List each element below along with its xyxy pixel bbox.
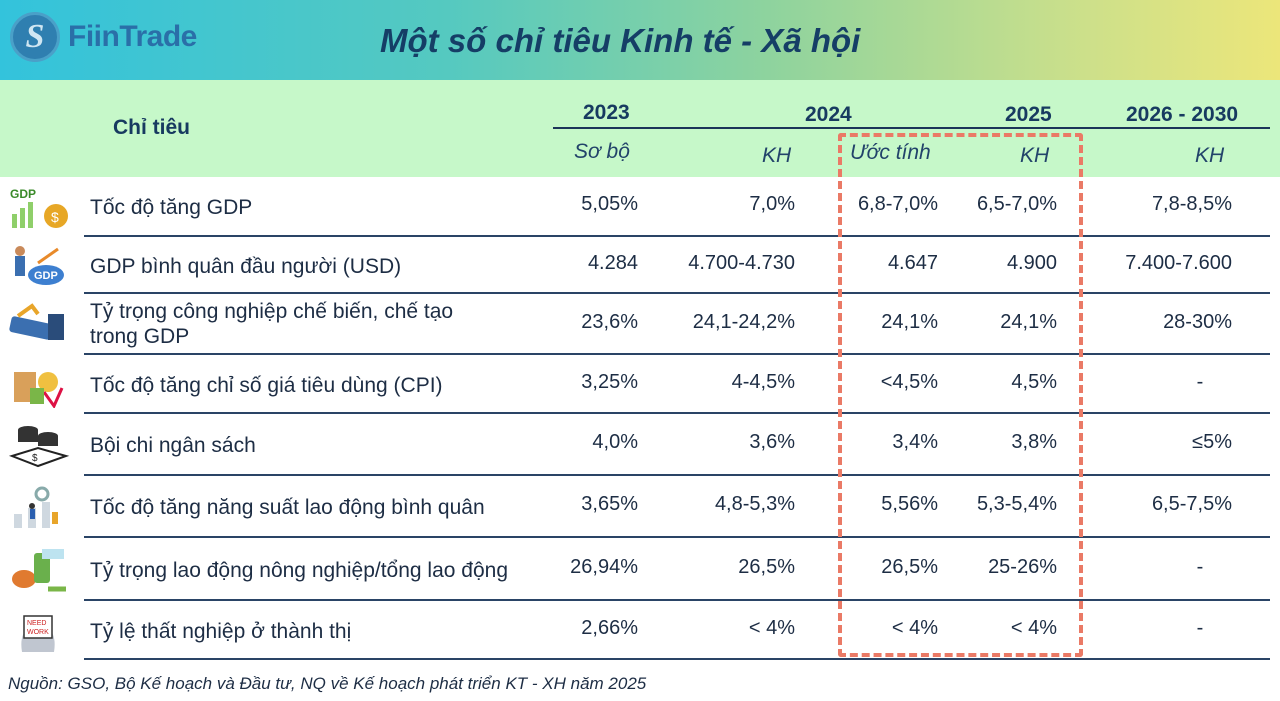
table-row: Tốc độ tăng năng suất lao động bình quân… xyxy=(0,476,1280,538)
svg-text:WORK: WORK xyxy=(27,629,49,636)
row-divider xyxy=(84,658,1270,660)
gdp-per-capita-icon: GDP xyxy=(8,243,70,289)
value-2024-estimate: < 4% xyxy=(891,616,938,639)
svg-text:NEED: NEED xyxy=(27,620,46,627)
value-2024-kh: < 4% xyxy=(748,616,795,639)
svg-text:GDP: GDP xyxy=(10,187,36,201)
value-2026-2030: - xyxy=(1196,370,1204,393)
table-row: Tỷ trọng công nghiệp chế biến, chế tạo t… xyxy=(0,294,1280,355)
value-2024-kh: 4-4,5% xyxy=(731,370,795,393)
table-row: Tốc độ tăng chỉ số giá tiêu dùng (CPI) 3,… xyxy=(0,355,1280,414)
indicator-label: Tốc độ tăng năng suất lao động bình quân xyxy=(90,496,485,519)
value-2025-kh: 4,5% xyxy=(1011,370,1057,393)
table-row: GDP $ Tốc độ tăng GDP 5,05% 7,0% 6,8-7,0% 6,5-… xyxy=(0,177,1280,237)
logo-icon: S xyxy=(10,12,60,62)
header-2025: 2025 xyxy=(1005,103,1052,126)
gdp-growth-icon: GDP $ xyxy=(8,184,70,230)
value-2025-kh: 6,5-7,0% xyxy=(976,193,1057,215)
value-2024-estimate: 26,5% xyxy=(881,555,938,578)
value-2026-2030: 7.400-7.600 xyxy=(1125,251,1232,274)
value-2024-estimate: 24,1% xyxy=(881,310,938,333)
indicator-label: Tốc độ tăng chỉ số giá tiêu dùng (CPI) xyxy=(90,373,443,397)
sub-2023: Sơ bộ xyxy=(574,140,630,163)
value-2024-kh: 3,6% xyxy=(749,431,795,453)
value-2023: 4,0% xyxy=(592,431,638,453)
table-row: NEED WORK Tỷ lệ thất nghiệp ở thành thị 2,6… xyxy=(0,601,1280,660)
page-title: Một số chỉ tiêu Kinh tế - Xã hội xyxy=(380,22,861,59)
table-row: $ Bội chi ngân sách 4,0% 3,6% 3,4% 3,8% ≤5% xyxy=(0,414,1280,476)
row-divider xyxy=(84,235,1270,237)
indicator-label: Tốc độ tăng GDP xyxy=(90,196,253,219)
value-2025-kh: < 4% xyxy=(1010,616,1057,639)
value-2024-estimate: 6,8-7,0% xyxy=(857,193,938,215)
agriculture-icon xyxy=(8,547,70,593)
indicator-label: Tỷ trọng công nghiệp chế biến, chế tạo t… xyxy=(90,299,454,348)
highlight-box xyxy=(838,133,1083,657)
value-2023: 26,94% xyxy=(570,555,638,578)
value-2024-estimate: 3,4% xyxy=(892,431,938,453)
value-2025-kh: 4.900 xyxy=(1006,251,1057,274)
value-2023: 4.284 xyxy=(587,251,638,274)
value-2025-kh: 24,1% xyxy=(1000,310,1057,333)
value-2023: 5,05% xyxy=(581,193,638,215)
header-indicator: Chỉ tiêu xyxy=(113,116,190,139)
value-2024-kh: 4,8-5,3% xyxy=(714,493,795,515)
value-2026-2030: ≤5% xyxy=(1192,431,1232,453)
table-row: GDP GDP bình quân đầu người (USD) 4.284 4.7… xyxy=(0,237,1280,294)
value-2026-2030: - xyxy=(1196,555,1204,578)
brand-name: FiinTrade xyxy=(68,20,197,53)
header-2023: 2023 xyxy=(583,101,630,124)
value-2023: 2,66% xyxy=(581,616,638,639)
indicator-label: Bội chi ngân sách xyxy=(90,434,256,457)
productivity-icon xyxy=(8,484,70,530)
value-2024-kh: 4.700-4.730 xyxy=(688,251,795,274)
value-2024-estimate: 4.647 xyxy=(887,251,938,274)
value-2025-kh: 3,8% xyxy=(1011,431,1057,453)
row-divider xyxy=(84,536,1270,538)
svg-text:$: $ xyxy=(32,453,38,464)
svg-text:GDP: GDP xyxy=(34,270,58,282)
sub-2024-estimate: Ước tính xyxy=(850,141,931,164)
row-divider xyxy=(84,599,1270,601)
indicator-label: GDP bình quân đầu người (USD) xyxy=(90,254,402,278)
value-2024-kh: 24,1-24,2% xyxy=(692,310,795,333)
table-row: Tỷ trọng lao động nông nghiệp/tổng lao đ… xyxy=(0,538,1280,601)
indicator-label: Tỷ lệ thất nghiệp ở thành thị xyxy=(90,619,352,643)
banner: S FiinTrade Một số chỉ tiêu Kinh tế - Xã… xyxy=(0,0,1280,80)
sub-2030-kh: KH xyxy=(1195,144,1225,167)
header-divider xyxy=(553,127,1270,129)
value-2025-kh: 5,3-5,4% xyxy=(976,493,1057,515)
value-2025-kh: 25-26% xyxy=(988,555,1057,578)
source-note: Nguồn: GSO, Bộ Kế hoạch và Đầu tư, NQ về… xyxy=(8,674,647,693)
row-divider xyxy=(84,292,1270,294)
value-2026-2030: - xyxy=(1196,616,1204,639)
value-2024-estimate: 5,56% xyxy=(881,493,938,515)
sub-2024-kh: KH xyxy=(762,144,792,167)
brand-logo: S FiinTrade xyxy=(10,12,197,62)
value-2023: 3,25% xyxy=(581,370,638,393)
value-2024-kh: 26,5% xyxy=(738,555,795,578)
budget-icon: $ xyxy=(8,422,70,468)
need-work-icon: NEED WORK xyxy=(8,608,70,654)
cpi-icon xyxy=(8,362,70,409)
row-divider xyxy=(84,474,1270,476)
row-divider xyxy=(84,412,1270,414)
row-divider xyxy=(84,353,1270,355)
value-2026-2030: 7,8-8,5% xyxy=(1151,193,1232,215)
sub-2025-kh: KH xyxy=(1020,144,1050,167)
value-2023: 23,6% xyxy=(581,310,638,333)
value-2026-2030: 6,5-7,5% xyxy=(1151,493,1232,515)
manufacturing-icon xyxy=(8,302,70,348)
svg-text:$: $ xyxy=(51,209,59,225)
value-2024-estimate: <4,5% xyxy=(880,370,938,393)
indicator-label: Tỷ trọng lao động nông nghiệp/tổng lao đ… xyxy=(90,558,509,582)
value-2024-kh: 7,0% xyxy=(749,193,795,215)
value-2026-2030: 28-30% xyxy=(1163,310,1232,333)
header-2026-2030: 2026 - 2030 xyxy=(1126,103,1239,126)
header-2024: 2024 xyxy=(805,103,852,126)
value-2023: 3,65% xyxy=(581,493,638,515)
